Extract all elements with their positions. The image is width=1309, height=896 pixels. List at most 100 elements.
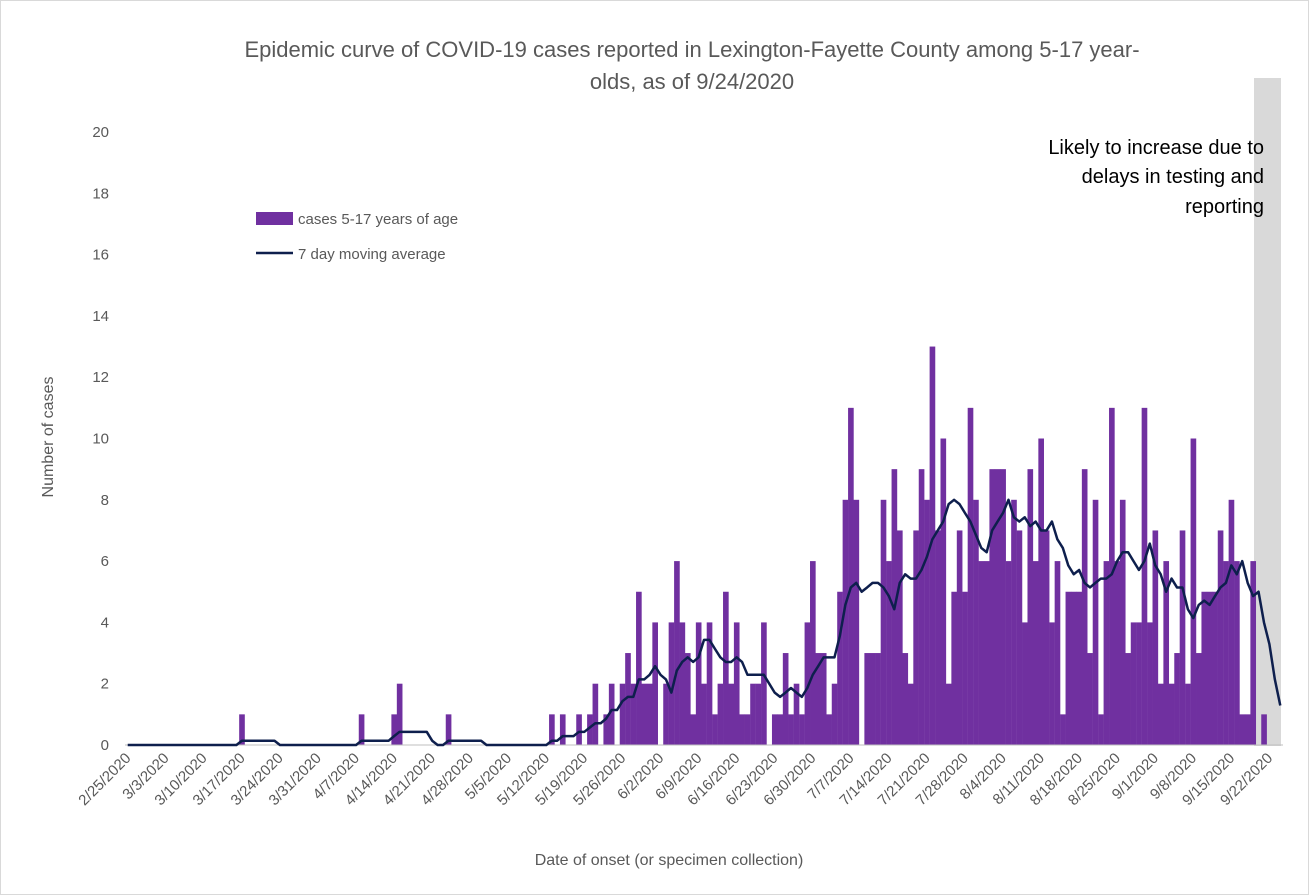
case-bar	[810, 561, 816, 745]
case-bar	[723, 591, 729, 745]
case-bar	[1163, 561, 1170, 745]
case-bar	[1043, 530, 1050, 745]
case-bar	[1136, 622, 1142, 745]
case-bar	[793, 683, 800, 745]
case-bar	[956, 530, 963, 745]
case-bar	[1049, 622, 1055, 745]
case-bar	[935, 530, 941, 745]
case-bar	[761, 622, 767, 745]
case-bar	[1125, 653, 1131, 745]
case-bar	[967, 407, 974, 745]
case-bar	[1022, 622, 1028, 745]
case-bar	[983, 561, 990, 745]
case-bar	[880, 499, 887, 745]
case-bar	[875, 653, 881, 745]
case-bar	[1119, 499, 1126, 745]
case-bar	[668, 622, 675, 745]
case-bar	[918, 469, 925, 745]
case-bar	[1239, 714, 1246, 745]
case-bar	[842, 499, 849, 745]
case-bar	[549, 714, 555, 745]
chart-title-line-2: olds, as of 9/24/2020	[590, 69, 794, 94]
case-bar	[1087, 653, 1093, 745]
case-bar	[630, 683, 637, 745]
case-bar	[603, 714, 610, 745]
case-bar	[1098, 714, 1104, 745]
case-bar	[1190, 438, 1197, 745]
case-bar	[679, 622, 686, 745]
case-bar	[782, 653, 789, 745]
legend-bar-swatch	[256, 212, 293, 225]
delay-annotation: Likely to increase due to delays in test…	[1048, 137, 1264, 218]
annotation-line-1: Likely to increase due to	[1048, 137, 1264, 159]
legend: cases 5-17 years of age 7 day moving ave…	[256, 211, 458, 263]
legend-line-label: 7 day moving average	[298, 246, 446, 263]
y-tick-label: 0	[101, 737, 109, 754]
case-bar	[1223, 561, 1229, 745]
case-bar	[837, 591, 843, 745]
case-bar	[951, 591, 958, 745]
y-tick-label: 20	[92, 124, 109, 141]
case-bar	[1109, 407, 1115, 745]
bars-layer	[239, 346, 1267, 745]
case-bar	[1157, 683, 1164, 745]
case-bar	[652, 622, 658, 745]
y-tick-label: 18	[92, 185, 109, 202]
case-bar	[559, 714, 566, 745]
case-bar	[717, 683, 724, 745]
case-bar	[973, 499, 979, 745]
case-bar	[1070, 591, 1077, 745]
case-bar	[1054, 561, 1061, 745]
case-bar	[815, 653, 822, 745]
case-bar	[695, 622, 702, 745]
case-bar	[864, 653, 871, 745]
case-bar	[396, 683, 403, 745]
case-bar	[886, 561, 892, 745]
case-bar	[576, 714, 582, 745]
y-tick-label: 14	[92, 308, 109, 325]
case-bar	[1092, 499, 1099, 745]
x-axis-title: Date of onset (or specimen collection)	[535, 852, 804, 869]
case-bar	[1168, 683, 1175, 745]
case-bar	[1185, 683, 1191, 745]
case-bar	[750, 683, 756, 745]
case-bar	[1179, 530, 1186, 745]
case-bar	[777, 714, 784, 745]
case-bar	[358, 714, 365, 745]
case-bar	[646, 683, 653, 745]
case-bar	[929, 346, 936, 745]
case-bar	[1212, 591, 1218, 745]
case-bar	[625, 653, 631, 745]
case-bar	[728, 683, 735, 745]
case-bar	[1217, 530, 1224, 745]
y-tick-label: 10	[92, 431, 109, 448]
case-bar	[641, 683, 648, 745]
case-bar	[804, 622, 811, 745]
case-bar	[739, 714, 745, 745]
case-bar	[978, 561, 985, 745]
case-bar	[820, 653, 827, 745]
case-bar	[902, 653, 909, 745]
chart-title-line-1: Epidemic curve of COVID-19 cases reporte…	[244, 37, 1139, 62]
case-bar	[1261, 714, 1267, 745]
case-bar	[755, 683, 762, 745]
case-bar	[608, 683, 615, 745]
case-bar	[1038, 438, 1044, 745]
case-bar	[706, 622, 713, 745]
annotation-line-3: reporting	[1185, 196, 1264, 218]
case-bar	[663, 683, 669, 745]
case-bar	[1081, 469, 1088, 745]
case-bar	[1228, 499, 1235, 745]
case-bar	[684, 653, 691, 745]
y-ticks-layer: 0 2 4 6 8 10 12 14 16 18 20	[92, 124, 109, 754]
case-bar	[1060, 714, 1066, 745]
case-bar	[733, 622, 740, 745]
case-bar	[1152, 530, 1159, 745]
case-bar	[1130, 622, 1137, 745]
case-bar	[799, 714, 805, 745]
y-tick-label: 8	[101, 492, 109, 509]
case-bar	[853, 499, 860, 745]
case-bar	[788, 714, 794, 745]
